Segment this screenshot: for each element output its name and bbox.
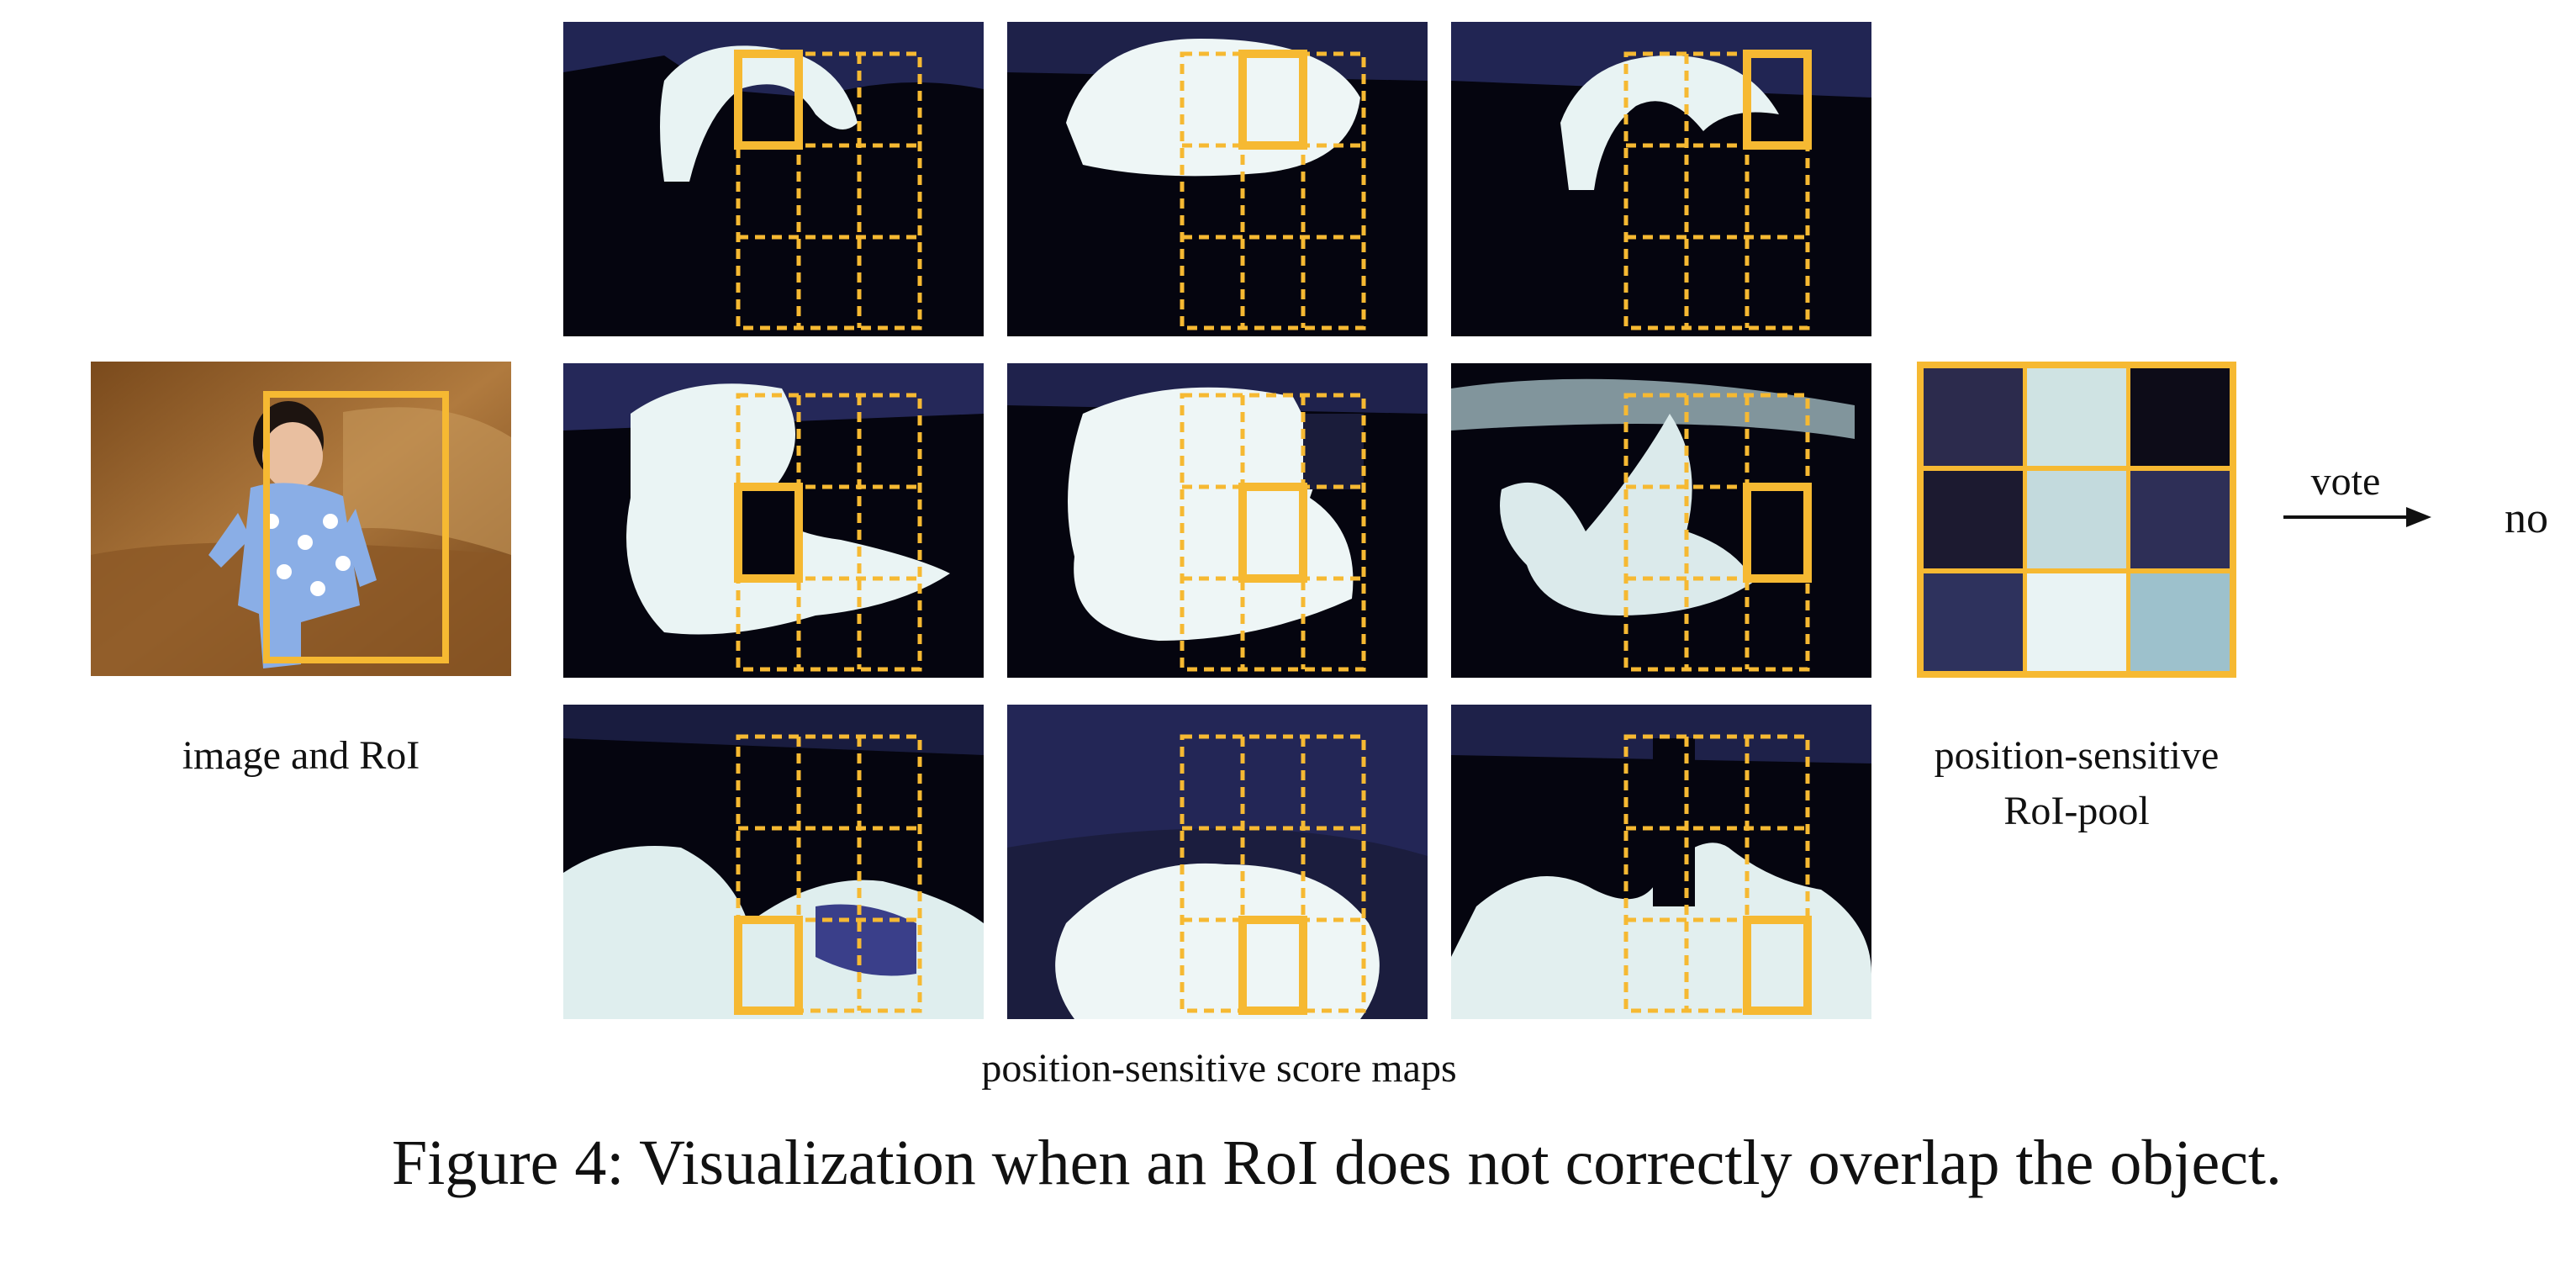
score-map-middle-center — [1007, 363, 1428, 678]
score-maps-label: position-sensitive score maps — [981, 1046, 1457, 1091]
pool-label-line1: position-sensitive — [1934, 733, 2220, 778]
arrow-head-icon — [2406, 507, 2431, 527]
score-map-middle-right — [1451, 363, 1871, 678]
score-map-bottom-left — [563, 705, 984, 1019]
pool-cell — [1924, 471, 2023, 568]
score-map-top-right — [1451, 22, 1871, 336]
pool-cell — [1924, 368, 2023, 466]
pool-label-line2: RoI-pool — [2003, 789, 2150, 833]
score-map-top-left — [563, 22, 984, 336]
score-map-top-center — [1007, 22, 1428, 336]
pooled-roi-grid — [1917, 362, 2236, 678]
vote-arrow — [2283, 515, 2410, 519]
score-map-middle-left — [563, 363, 984, 678]
pool-cell — [2027, 368, 2126, 466]
pool-cell — [2130, 368, 2230, 466]
pool-cell — [2027, 471, 2126, 568]
image-label: image and RoI — [182, 733, 420, 778]
pool-cell — [1924, 573, 2023, 671]
pool-cell — [2130, 471, 2230, 568]
vote-label: vote — [2310, 459, 2381, 504]
pool-cell — [2027, 573, 2126, 671]
score-map-bottom-right — [1451, 705, 1871, 1019]
input-image — [91, 362, 511, 676]
pool-cell — [2130, 573, 2230, 671]
result-label: no — [2505, 494, 2548, 542]
figure-caption: Figure 4: Visualization when an RoI does… — [391, 1128, 2283, 1198]
score-map-bottom-center — [1007, 705, 1428, 1019]
